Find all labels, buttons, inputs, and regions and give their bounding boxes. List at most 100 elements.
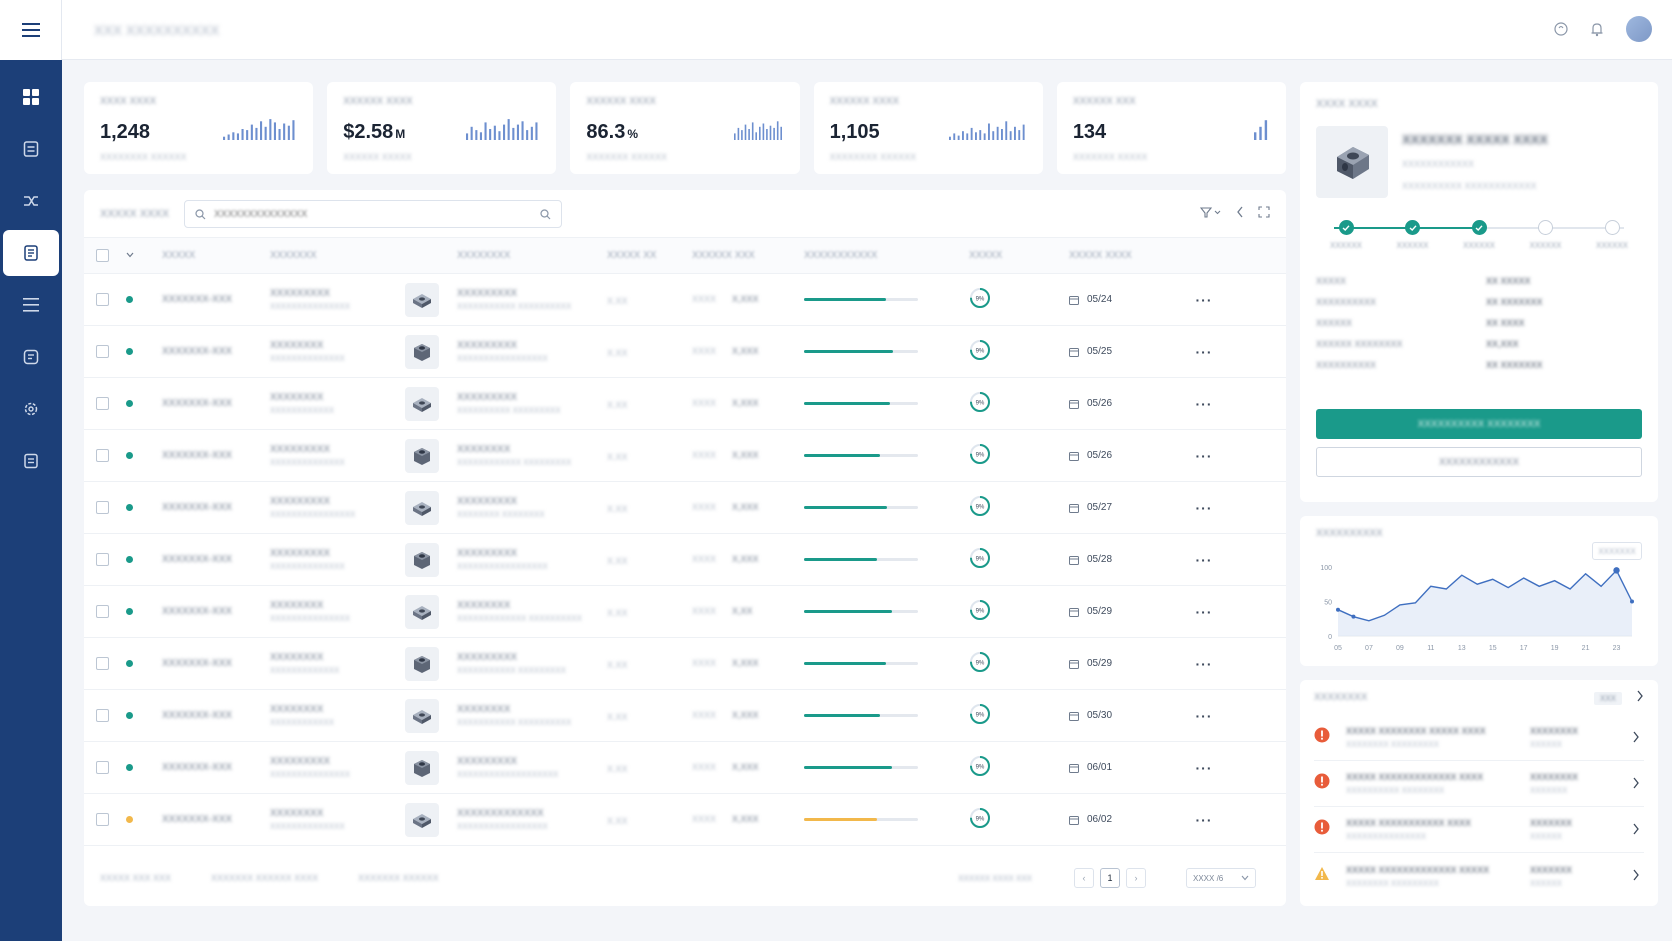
filter-icon[interactable]: [1200, 206, 1222, 218]
more-options-icon[interactable]: ···: [1195, 395, 1213, 412]
percent-ring: 9%: [970, 444, 990, 464]
row-checkbox[interactable]: [96, 553, 109, 566]
row-checkbox[interactable]: [96, 657, 109, 670]
alert-item[interactable]: XXXXX XXXXXXXXXXXXX XXXXX XXXXXXXX XXXXXX…: [1314, 853, 1644, 899]
column-header[interactable]: XXXXX: [969, 250, 1003, 261]
nav-settings[interactable]: [3, 386, 59, 432]
more-options-icon[interactable]: ···: [1195, 655, 1213, 672]
nav-notes[interactable]: [3, 334, 59, 380]
nav-reports[interactable]: [3, 126, 59, 172]
range-select[interactable]: XXXXXXX: [1592, 542, 1642, 560]
order-id[interactable]: XXXXXXX-XXX: [162, 814, 233, 825]
column-header[interactable]: XXXXXX XXX: [692, 250, 755, 261]
order-id[interactable]: XXXXXXX-XXX: [162, 658, 233, 669]
order-id[interactable]: XXXXXXX-XXX: [162, 346, 233, 357]
prev-page-button[interactable]: ‹: [1074, 868, 1094, 888]
primary-action-button[interactable]: XXXXXXXXXX XXXXXXXX: [1316, 409, 1642, 439]
secondary-action-button[interactable]: XXXXXXXXXXXX: [1316, 447, 1642, 477]
column-header[interactable]: XXXXX: [162, 250, 196, 261]
nav-orders[interactable]: [3, 230, 59, 276]
nav-list[interactable]: [3, 282, 59, 328]
more-options-icon[interactable]: ···: [1195, 343, 1213, 360]
alert-item[interactable]: XXXXX XXXXXXXX XXXXX XXXX XXXXXXXX XXXXXX…: [1314, 715, 1644, 761]
spark-bar: [966, 133, 969, 140]
page-number-button[interactable]: 1: [1100, 868, 1120, 888]
step-label: XXXXXX: [1329, 241, 1362, 250]
next-page-button[interactable]: ›: [1126, 868, 1146, 888]
progress-bar: [804, 818, 918, 821]
search-box[interactable]: [184, 200, 562, 228]
order-id[interactable]: XXXXXXX-XXX: [162, 502, 233, 513]
column-header[interactable]: XXXXX XX: [607, 250, 657, 261]
row-checkbox[interactable]: [96, 501, 109, 514]
nav-dashboard[interactable]: [3, 74, 59, 120]
chevron-left-icon[interactable]: [1236, 206, 1244, 218]
order-id[interactable]: XXXXXXX-XXX: [162, 554, 233, 565]
order-id[interactable]: XXXXXXX-XXX: [162, 710, 233, 721]
order-id[interactable]: XXXXXXX-XXX: [162, 606, 233, 617]
column-header[interactable]: XXXXX XXXX: [1069, 250, 1132, 261]
more-options-icon[interactable]: ···: [1195, 707, 1213, 724]
row-checkbox[interactable]: [96, 397, 109, 410]
chevron-down-icon[interactable]: [126, 252, 134, 258]
spark-bar: [772, 127, 775, 140]
row-checkbox[interactable]: [96, 605, 109, 618]
more-options-icon[interactable]: ···: [1195, 603, 1213, 620]
type-sublabel: XXXXXXXXXXXXXXX: [270, 770, 351, 779]
more-options-icon[interactable]: ···: [1195, 811, 1213, 828]
part-thumbnail: [405, 490, 439, 525]
list-icon: [23, 298, 39, 312]
status-dot: [126, 556, 133, 563]
bell-icon[interactable]: [1590, 22, 1604, 37]
percent-ring: 9%: [970, 392, 990, 412]
more-options-icon[interactable]: ···: [1195, 499, 1213, 516]
row-checkbox[interactable]: [96, 345, 109, 358]
column-header[interactable]: XXXXXXXXXXX: [804, 250, 878, 261]
row-checkbox[interactable]: [96, 449, 109, 462]
row-checkbox[interactable]: [96, 813, 109, 826]
row-checkbox[interactable]: [96, 709, 109, 722]
nav-analytics[interactable]: [3, 178, 59, 224]
nav-archive[interactable]: [3, 438, 59, 484]
more-options-icon[interactable]: ···: [1195, 291, 1213, 308]
column-header[interactable]: XXXXXXX: [270, 250, 317, 261]
order-id[interactable]: XXXXXXX-XXX: [162, 762, 233, 773]
chevron-right-icon[interactable]: [1636, 690, 1644, 702]
search-submit-icon[interactable]: [540, 208, 551, 220]
more-options-icon[interactable]: ···: [1195, 759, 1213, 776]
search-input[interactable]: [214, 208, 532, 220]
order-id[interactable]: XXXXXXX-XXX: [162, 450, 233, 461]
alert-item[interactable]: XXXXX XXXXXXXXXXX XXXX XXXXXXXXXXXXXXX XXX…: [1314, 807, 1644, 853]
help-icon[interactable]: [1554, 22, 1568, 36]
more-options-icon[interactable]: ···: [1195, 447, 1213, 464]
more-options-icon[interactable]: ···: [1195, 551, 1213, 568]
per-page-select[interactable]: XXXX /6: [1186, 868, 1256, 888]
alert-item[interactable]: XXXXX XXXXXXXXXXXXX XXXX XXXXXXXXXX XXXXX…: [1314, 761, 1644, 807]
row-checkbox[interactable]: [96, 761, 109, 774]
detail-field: XXXXXXXXXX XX XXXXXXX: [1316, 291, 1642, 312]
spark-bar: [776, 121, 779, 140]
row-checkbox[interactable]: [96, 293, 109, 306]
expand-icon[interactable]: [1258, 206, 1270, 218]
select-all-checkbox[interactable]: [96, 249, 109, 262]
order-id[interactable]: XXXXXXX-XXX: [162, 398, 233, 409]
product-name: XXXXXXX XXXXX XXXX: [1402, 132, 1548, 147]
avatar[interactable]: [1626, 16, 1652, 42]
menu-toggle-button[interactable]: [0, 0, 62, 60]
detail-field: XXXXX XX XXXXX: [1316, 270, 1642, 291]
spark-bar: [755, 132, 757, 140]
order-id[interactable]: XXXXXXX-XXX: [162, 294, 233, 305]
column-header[interactable]: XXXXXXXX: [457, 250, 511, 261]
status-dot: [126, 348, 133, 355]
